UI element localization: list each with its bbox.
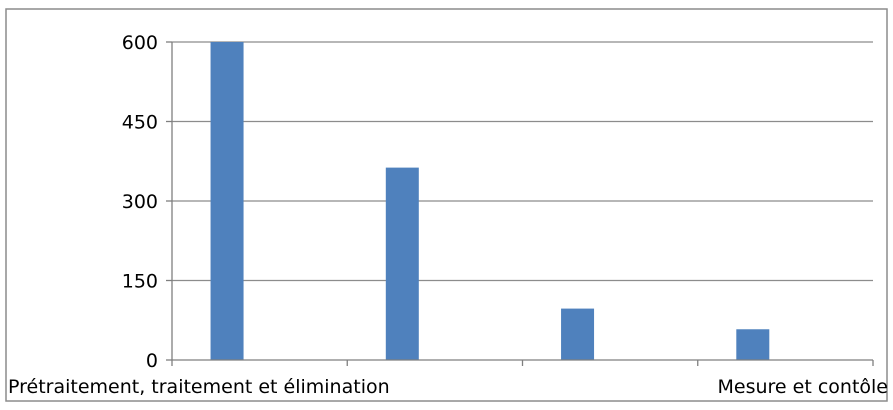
- x-tick-label: Prétraitement, traitement et élimination: [8, 376, 390, 398]
- y-tick-label: 450: [122, 112, 158, 134]
- bar: [385, 167, 419, 360]
- y-tick-label: 0: [146, 350, 158, 372]
- x-tick-label: Mesure et contôle: [718, 376, 888, 398]
- y-tick-label: 300: [122, 191, 158, 213]
- y-tick-label: 150: [122, 271, 158, 293]
- axes: [166, 41, 874, 366]
- bar: [210, 42, 244, 360]
- y-tick-labels: 0 150 300 450 600: [122, 32, 158, 372]
- x-tick-labels: Prétraitement, traitement et élimination…: [8, 376, 888, 398]
- gridlines: [172, 41, 873, 282]
- y-tick-label: 600: [122, 32, 158, 54]
- bar: [561, 308, 595, 360]
- bar: [736, 329, 770, 360]
- bars: [210, 42, 770, 360]
